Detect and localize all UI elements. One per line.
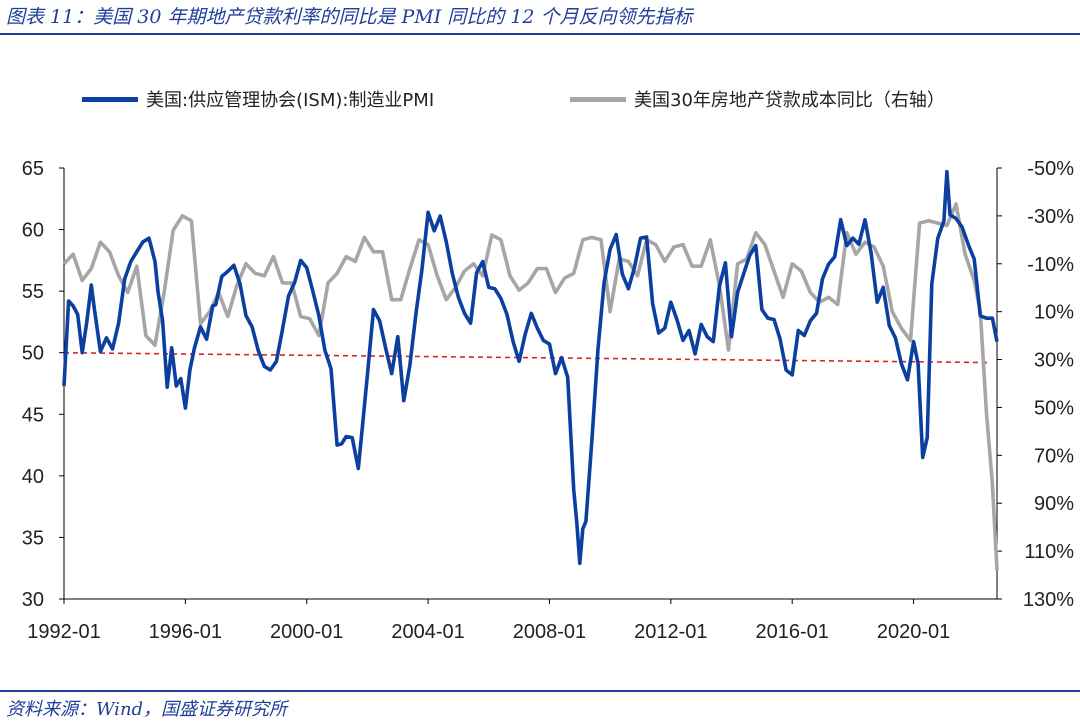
x-tick-label: 1992-01 <box>27 621 100 643</box>
legend-swatch-pmi <box>82 96 138 102</box>
y-right-tick-label: -10% <box>1027 254 1074 276</box>
legend-item-mortgage: 美国30年房地产贷款成本同比（右轴） <box>570 86 945 112</box>
y-right-tick-label: 110% <box>1024 541 1074 563</box>
y-left-tick-label: 45 <box>22 404 44 426</box>
legend-label-mortgage: 美国30年房地产贷款成本同比（右轴） <box>634 90 945 111</box>
x-tick-label: 2000-01 <box>270 621 343 643</box>
y-right-tick-label: -30% <box>1027 206 1074 228</box>
x-tick-label: 2016-01 <box>755 621 828 643</box>
y-right-tick-label: 10% <box>1034 302 1074 324</box>
y-left-tick-label: 55 <box>22 281 44 303</box>
legend-item-pmi: 美国:供应管理协会(ISM):制造业PMI <box>82 86 434 112</box>
source-note: 资料来源：Wind，国盛证券研究所 <box>6 699 288 720</box>
x-tick-label: 1996-01 <box>149 621 222 643</box>
legend-swatch-mortgage <box>570 96 626 102</box>
y-right-tick-label: 90% <box>1034 493 1074 515</box>
y-left-tick-label: 65 <box>22 158 44 180</box>
y-left-tick-label: 30 <box>22 589 44 611</box>
x-tick-label: 2008-01 <box>513 621 586 643</box>
x-tick-label: 2012-01 <box>634 621 707 643</box>
series-mortgage-cost-yoy <box>62 202 999 571</box>
y-right-tick-label: 130% <box>1023 589 1074 611</box>
y-left-tick-label: 50 <box>22 343 44 365</box>
y-left-tick-label: 35 <box>22 527 44 549</box>
y-left-tick-label: 60 <box>22 220 44 242</box>
reference-line-50 <box>63 351 990 364</box>
footer-rule <box>0 690 1080 692</box>
series-ism-pmi <box>62 169 999 566</box>
y-right-tick-label: 70% <box>1034 445 1074 467</box>
y-left-tick-label: 40 <box>22 466 44 488</box>
chart-legend: 美国:供应管理协会(ISM):制造业PMI 美国30年房地产贷款成本同比（右轴） <box>0 86 1080 114</box>
dual-axis-line-chart: 65 60 55 50 45 40 35 30 -50% -30% -10% 10% 30% 50% 70%… <box>22 158 1074 643</box>
y-right-tick-label: -50% <box>1027 158 1074 180</box>
y-right-tick-label: 30% <box>1034 350 1074 372</box>
legend-label-pmi: 美国:供应管理协会(ISM):制造业PMI <box>146 90 435 111</box>
title-rule <box>0 33 1080 35</box>
x-tick-label: 2004-01 <box>391 621 464 643</box>
x-tick-label: 2020-01 <box>877 621 950 643</box>
figure-title: 图表 11：美国 30 年期地产贷款利率的同比是 PMI 同比的 12 个月反向… <box>6 6 693 28</box>
y-right-tick-label: 50% <box>1034 397 1074 419</box>
